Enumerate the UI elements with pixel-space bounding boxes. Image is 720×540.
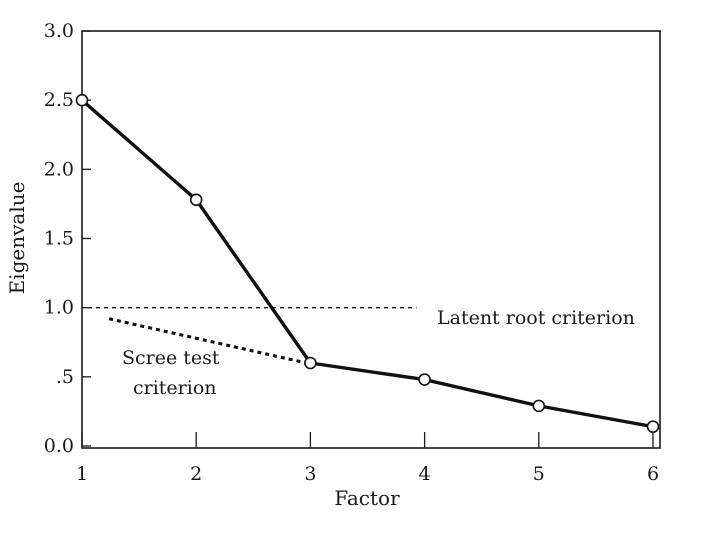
data-point [304,356,317,370]
scree-test-label-line1: Scree test [122,347,220,369]
x-tick-label: 1 [76,463,88,485]
data-point [532,399,546,413]
x-tick-label: 4 [419,463,431,485]
y-tick-label: 1.5 [44,228,74,250]
data-point [189,193,203,207]
eigenvalue-line [80,98,654,429]
x-axis-title: Factor [334,486,400,510]
series-layer [75,93,660,433]
y-tick-label: 2.5 [44,89,74,111]
scree-test-line [108,317,307,365]
y-tick-label: 3.0 [44,20,74,42]
scree-test-label-line2: criterion [133,377,217,399]
y-tick-label: 0.0 [44,435,74,457]
y-tick-label: .5 [56,366,74,388]
x-tick-label: 5 [533,463,545,485]
y-axis-ticks: 0.0 .5 1.0 1.5 2.0 2.5 3.0 [44,20,91,457]
y-tick-label: 2.0 [44,158,74,180]
y-axis-title: Eigenvalue [5,182,29,295]
data-point [646,420,660,433]
data-point [418,373,431,386]
x-axis-ticks: 1 2 3 4 5 6 [76,432,659,485]
y-tick-label: 1.0 [44,297,74,319]
x-tick-label: 6 [647,463,659,485]
x-tick-label: 3 [304,463,316,485]
reference-lines [88,307,417,365]
latent-root-label: Latent root criterion [437,307,635,329]
plot-frame [81,30,661,449]
data-point [75,93,89,107]
x-tick-label: 2 [190,463,202,485]
